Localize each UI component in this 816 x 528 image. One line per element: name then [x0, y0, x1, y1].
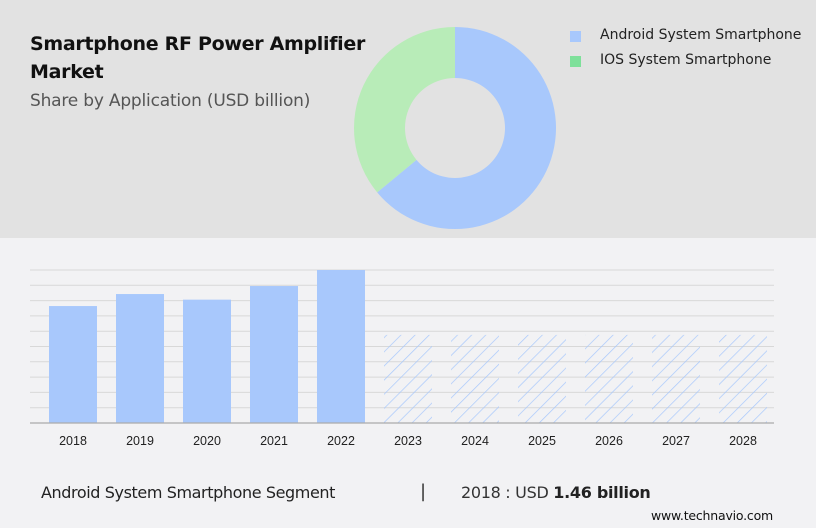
bar-2019 — [116, 294, 164, 423]
x-label-2026: 2026 — [595, 434, 623, 448]
x-axis-labels: 2018 2019 2020 2021 2022 2023 2024 2025 2026 2027… — [59, 434, 757, 448]
x-label-2023: 2023 — [394, 434, 422, 448]
segment-value-bold: 1.46 billion — [553, 483, 651, 502]
x-label-2020: 2020 — [193, 434, 221, 448]
x-label-2018: 2018 — [59, 434, 87, 448]
page-subtitle: Share by Application (USD billion) — [30, 91, 311, 111]
x-label-2019: 2019 — [126, 434, 154, 448]
bar-2023 — [384, 334, 432, 423]
footer-separator: | — [420, 481, 427, 502]
donut-slice-ios — [354, 27, 455, 193]
source-link[interactable]: www.technavio.com — [651, 508, 774, 523]
legend-label: Android System Smartphone — [600, 27, 802, 43]
bar-2020 — [183, 299, 231, 423]
bar-2022 — [317, 270, 365, 423]
donut-slice-android — [377, 27, 556, 230]
x-label-2027: 2027 — [662, 434, 690, 448]
bar-2018 — [49, 306, 97, 423]
bar-2027 — [652, 334, 700, 423]
legend: Android System Smartphone IOS System Sma… — [570, 28, 816, 78]
x-label-2021: 2021 — [260, 434, 288, 448]
bar-2021 — [250, 286, 298, 423]
legend-item-ios: IOS System Smartphone — [570, 53, 816, 68]
legend-item-android: Android System Smartphone — [570, 28, 816, 43]
x-label-2024: 2024 — [461, 434, 489, 448]
page-title: Smartphone RF Power Amplifier Market — [30, 33, 366, 83]
x-label-2025: 2025 — [528, 434, 556, 448]
bar-2024 — [451, 334, 499, 423]
bar-2025 — [518, 334, 566, 423]
legend-label: IOS System Smartphone — [600, 52, 772, 68]
segment-name: Android System Smartphone Segment — [41, 483, 336, 502]
legend-swatch-android — [570, 31, 581, 42]
bar-chart: 2018 2019 2020 2021 2022 2023 2024 2025 2026 2027… — [30, 269, 774, 448]
segment-value: 2018 : USD 1.46 billion — [461, 483, 651, 502]
bar-2028 — [719, 334, 767, 423]
bar-2026 — [585, 334, 633, 423]
bars — [49, 270, 767, 423]
x-label-2022: 2022 — [327, 434, 355, 448]
legend-swatch-ios — [570, 56, 581, 67]
x-label-2028: 2028 — [729, 434, 757, 448]
donut-chart — [354, 27, 556, 230]
